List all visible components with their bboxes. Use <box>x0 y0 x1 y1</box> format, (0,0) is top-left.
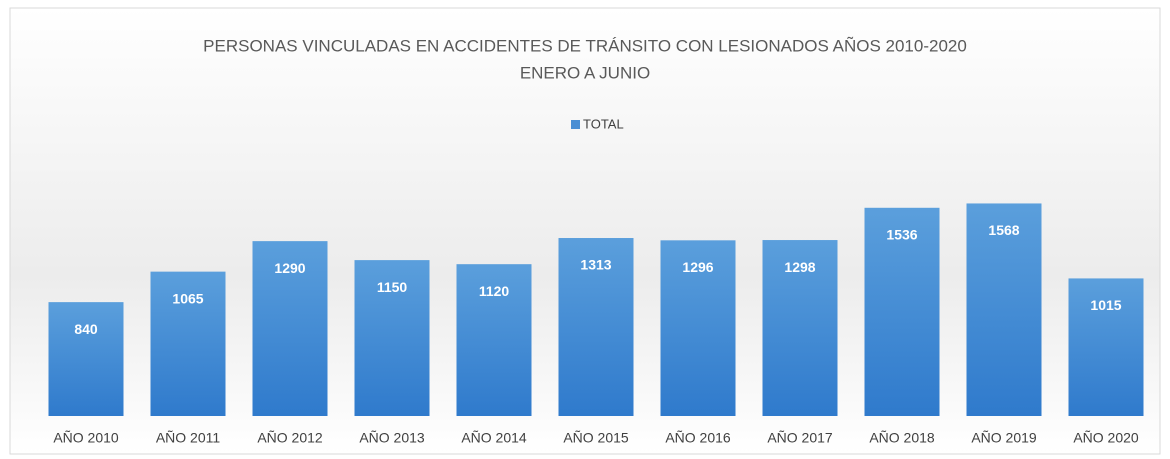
value-label: 1150 <box>377 279 408 295</box>
value-label: 1313 <box>580 257 611 273</box>
value-label: 1568 <box>988 222 1019 238</box>
bar <box>1068 278 1144 416</box>
value-label: 1290 <box>274 260 305 276</box>
value-label: 840 <box>74 321 98 337</box>
x-tick-label: AÑO 2017 <box>767 430 833 446</box>
bar <box>456 264 532 416</box>
x-tick-label: AÑO 2012 <box>257 430 323 446</box>
chart-title: PERSONAS VINCULADAS EN ACCIDENTES DE TRÁ… <box>203 36 967 55</box>
bar <box>150 271 226 416</box>
bar <box>558 238 634 416</box>
value-label: 1065 <box>172 290 203 306</box>
bar <box>48 302 124 416</box>
bar <box>864 207 940 416</box>
legend-label: TOTAL <box>583 116 624 131</box>
value-label: 1120 <box>479 283 510 299</box>
x-tick-label: AÑO 2020 <box>1073 430 1139 446</box>
bar <box>966 203 1042 416</box>
chart-subtitle: ENERO A JUNIO <box>520 63 650 82</box>
x-tick-label: AÑO 2015 <box>563 430 629 446</box>
value-label: 1296 <box>682 259 713 275</box>
bar <box>252 241 328 416</box>
bar <box>762 240 838 416</box>
bar <box>354 260 430 416</box>
value-label: 1015 <box>1090 297 1121 313</box>
x-tick-label: AÑO 2010 <box>53 430 119 446</box>
x-tick-label: AÑO 2011 <box>156 430 221 446</box>
x-tick-label: AÑO 2018 <box>869 430 935 446</box>
value-label: 1298 <box>784 259 815 275</box>
x-tick-label: AÑO 2016 <box>665 430 731 446</box>
x-tick-label: AÑO 2014 <box>461 430 527 446</box>
bar <box>660 240 736 416</box>
value-label: 1536 <box>886 226 917 242</box>
x-tick-label: AÑO 2019 <box>971 430 1037 446</box>
legend-swatch <box>571 120 580 129</box>
x-tick-label: AÑO 2013 <box>359 430 425 446</box>
